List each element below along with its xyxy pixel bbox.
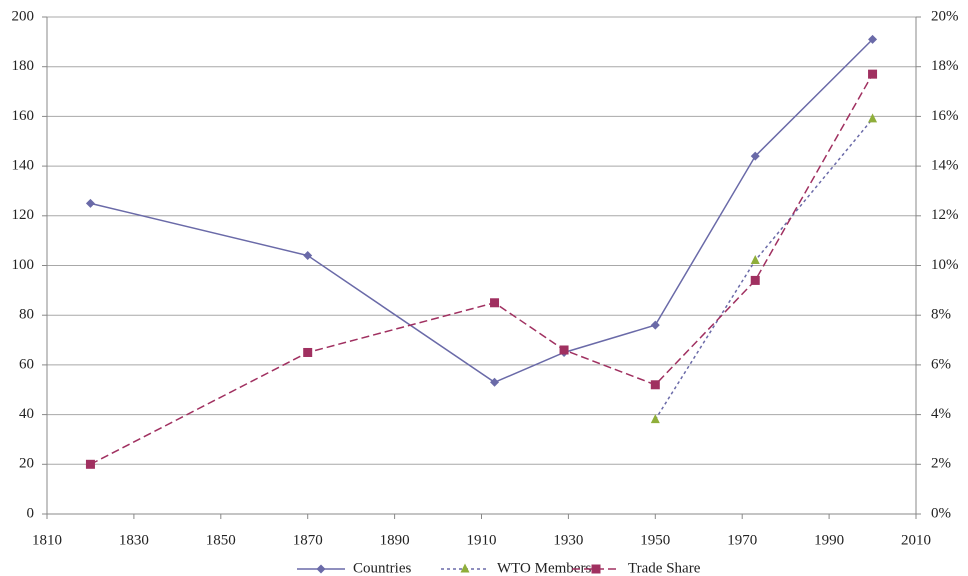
marker — [650, 414, 660, 424]
y-tick-label: 20 — [19, 456, 34, 472]
marker — [868, 69, 878, 79]
y-tick-label: 180 — [12, 58, 35, 74]
x-tick-label: 1890 — [380, 532, 410, 548]
x-tick-label: 1830 — [119, 532, 149, 548]
y-tick-label: 100 — [12, 257, 35, 273]
y-tick-label: 160 — [12, 108, 35, 124]
marker — [750, 275, 760, 285]
marker — [85, 198, 95, 208]
marker — [650, 380, 660, 390]
y-tick-label: 60 — [19, 356, 34, 372]
y2-tick-label: 16% — [931, 108, 959, 124]
marker — [750, 255, 760, 265]
y2-tick-label: 12% — [931, 207, 959, 223]
y2-tick-label: 0% — [931, 505, 951, 521]
y-tick-label: 140 — [12, 158, 35, 174]
marker — [868, 34, 878, 44]
legend-label: WTO Members — [497, 560, 591, 576]
legend-label: Countries — [353, 560, 411, 576]
x-tick-label: 1910 — [467, 532, 497, 548]
y-tick-label: 0 — [27, 505, 35, 521]
series-line — [90, 73, 874, 465]
legend-marker — [316, 564, 326, 574]
y2-tick-label: 10% — [931, 257, 959, 273]
y-tick-label: 80 — [19, 307, 34, 323]
x-tick-label: 1970 — [727, 532, 757, 548]
y2-tick-label: 14% — [931, 158, 959, 174]
marker — [85, 459, 95, 469]
y2-tick-label: 8% — [931, 307, 951, 323]
marker — [868, 113, 878, 123]
marker — [303, 251, 313, 261]
x-tick-label: 1990 — [814, 532, 844, 548]
y-tick-label: 200 — [12, 8, 35, 24]
legend-marker — [460, 563, 470, 573]
x-tick-label: 2010 — [901, 532, 931, 548]
marker — [559, 345, 569, 355]
marker — [303, 347, 313, 357]
marker — [750, 151, 760, 161]
y2-tick-label: 20% — [931, 8, 959, 24]
x-tick-label: 1950 — [640, 532, 670, 548]
x-tick-label: 1850 — [206, 532, 236, 548]
x-tick-label: 1810 — [32, 532, 62, 548]
y-tick-label: 40 — [19, 406, 34, 422]
x-tick-label: 1930 — [553, 532, 583, 548]
marker — [650, 320, 660, 330]
marker — [490, 298, 500, 308]
y2-tick-label: 2% — [931, 456, 951, 472]
x-tick-label: 1870 — [293, 532, 323, 548]
y2-tick-label: 6% — [931, 356, 951, 372]
y-tick-label: 120 — [12, 207, 35, 223]
legend-label: Trade Share — [628, 560, 701, 576]
y2-tick-label: 4% — [931, 406, 951, 422]
y2-tick-label: 18% — [931, 58, 959, 74]
marker — [490, 377, 500, 387]
legend-marker — [591, 564, 601, 574]
series-line — [90, 38, 874, 384]
